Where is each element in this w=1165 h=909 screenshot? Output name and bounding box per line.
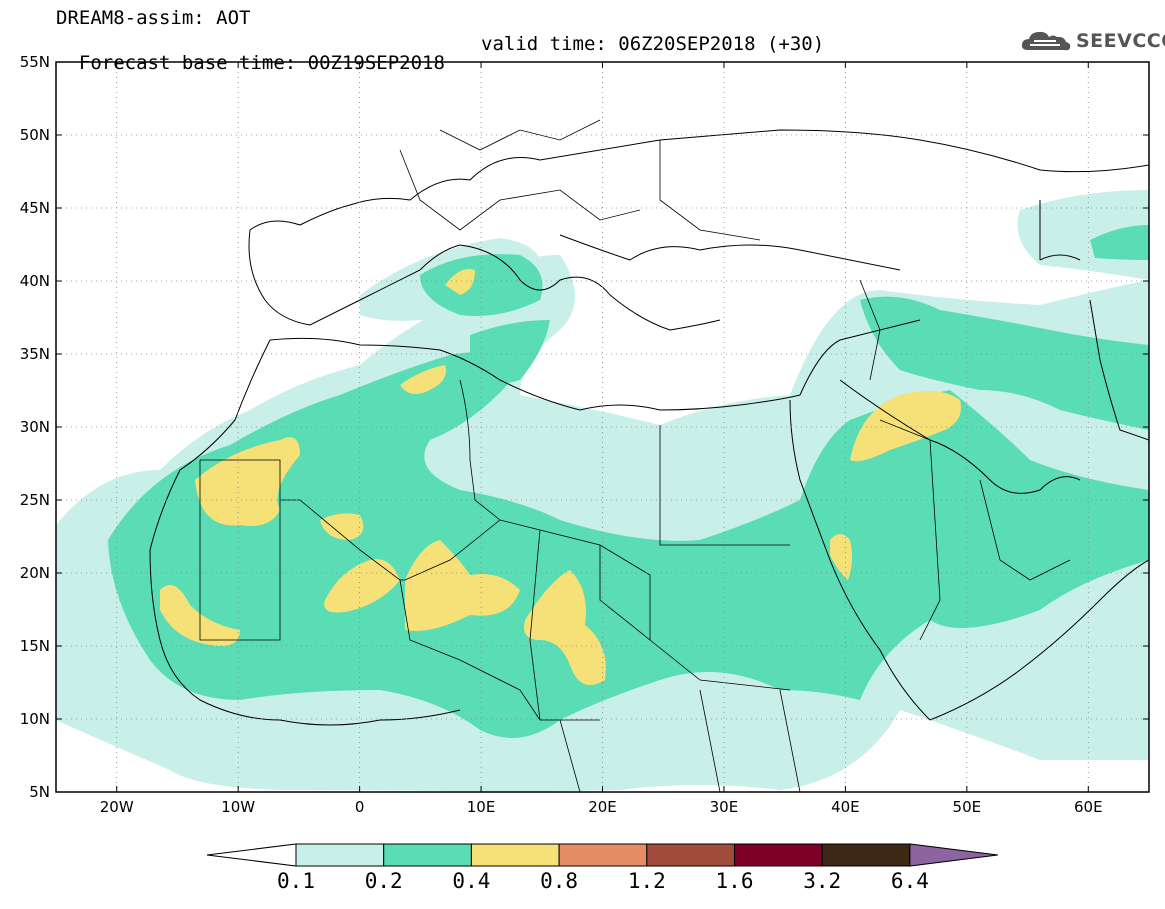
lon-label: 10W	[221, 798, 255, 816]
colorbar-swatch	[295, 843, 385, 867]
colorbar-swatch	[470, 843, 560, 867]
graticule	[56, 62, 1149, 792]
lat-label: 55N	[20, 53, 50, 71]
lon-label: 0	[355, 798, 365, 816]
lat-label: 40N	[20, 272, 50, 290]
lat-label: 25N	[20, 491, 50, 509]
colorbar-swatch	[558, 843, 648, 867]
latitude-labels: 55N 50N 45N 40N 35N 30N 25N 20N 15N 10N 5N	[20, 53, 50, 801]
colorbar-swatch	[821, 843, 911, 867]
colorbar-label: 6.4	[891, 869, 929, 893]
colorbar-labels: 0.1 0.2 0.4 0.8 1.2 1.6 3.2 6.4	[277, 869, 929, 893]
cloud-logo-icon	[1021, 31, 1071, 51]
lon-label: 40E	[831, 798, 860, 816]
seevccc-logo: SEEVCCC	[1020, 26, 1165, 56]
lon-label: 60E	[1074, 798, 1103, 816]
lat-label: 5N	[29, 783, 50, 801]
valid-time-label: valid time: 06Z20SEP2018 (+30)	[481, 33, 825, 55]
lat-label: 50N	[20, 126, 50, 144]
colorbar-label: 0.4	[452, 869, 490, 893]
colorbar-under-arrow	[206, 843, 297, 867]
lat-label: 30N	[20, 418, 50, 436]
colorbar	[206, 843, 998, 867]
lat-label: 10N	[20, 710, 50, 728]
longitude-labels: 20W 10W 0 10E 20E 30E 40E 50E 60E	[100, 798, 1103, 816]
lon-label: 50E	[953, 798, 982, 816]
forecast-times: Forecast base time: 00Z19SEP2018 valid t…	[56, 35, 824, 92]
lon-label: 20E	[588, 798, 617, 816]
colorbar-swatch	[734, 843, 823, 867]
lat-label: 20N	[20, 564, 50, 582]
colorbar-label: 0.8	[540, 869, 578, 893]
colorbar-label: 0.2	[365, 869, 403, 893]
aot-band-0.4-0.8	[160, 269, 961, 685]
colorbar-swatch	[383, 843, 472, 867]
logo-text: SEEVCCC	[1076, 30, 1165, 52]
map-title: DREAM8-assim: AOT	[56, 7, 251, 29]
base-time-label: Forecast base time: 00Z19SEP2018	[78, 52, 445, 74]
lon-label: 20W	[100, 798, 134, 816]
colorbar-label: 1.6	[716, 869, 754, 893]
lat-label: 45N	[20, 199, 50, 217]
lat-label: 15N	[20, 637, 50, 655]
lon-label: 10E	[467, 798, 496, 816]
colorbar-label: 1.2	[628, 869, 666, 893]
aot-shading	[56, 190, 1149, 792]
axis-ticks	[56, 61, 1149, 793]
lat-label: 35N	[20, 345, 50, 363]
colorbar-label: 3.2	[803, 869, 841, 893]
colorbar-label: 0.1	[277, 869, 315, 893]
country-borders	[199, 119, 1071, 792]
coastlines	[149, 129, 1149, 726]
colorbar-over-arrow	[909, 843, 998, 867]
colorbar-swatch	[646, 843, 735, 867]
lon-label: 30E	[710, 798, 739, 816]
